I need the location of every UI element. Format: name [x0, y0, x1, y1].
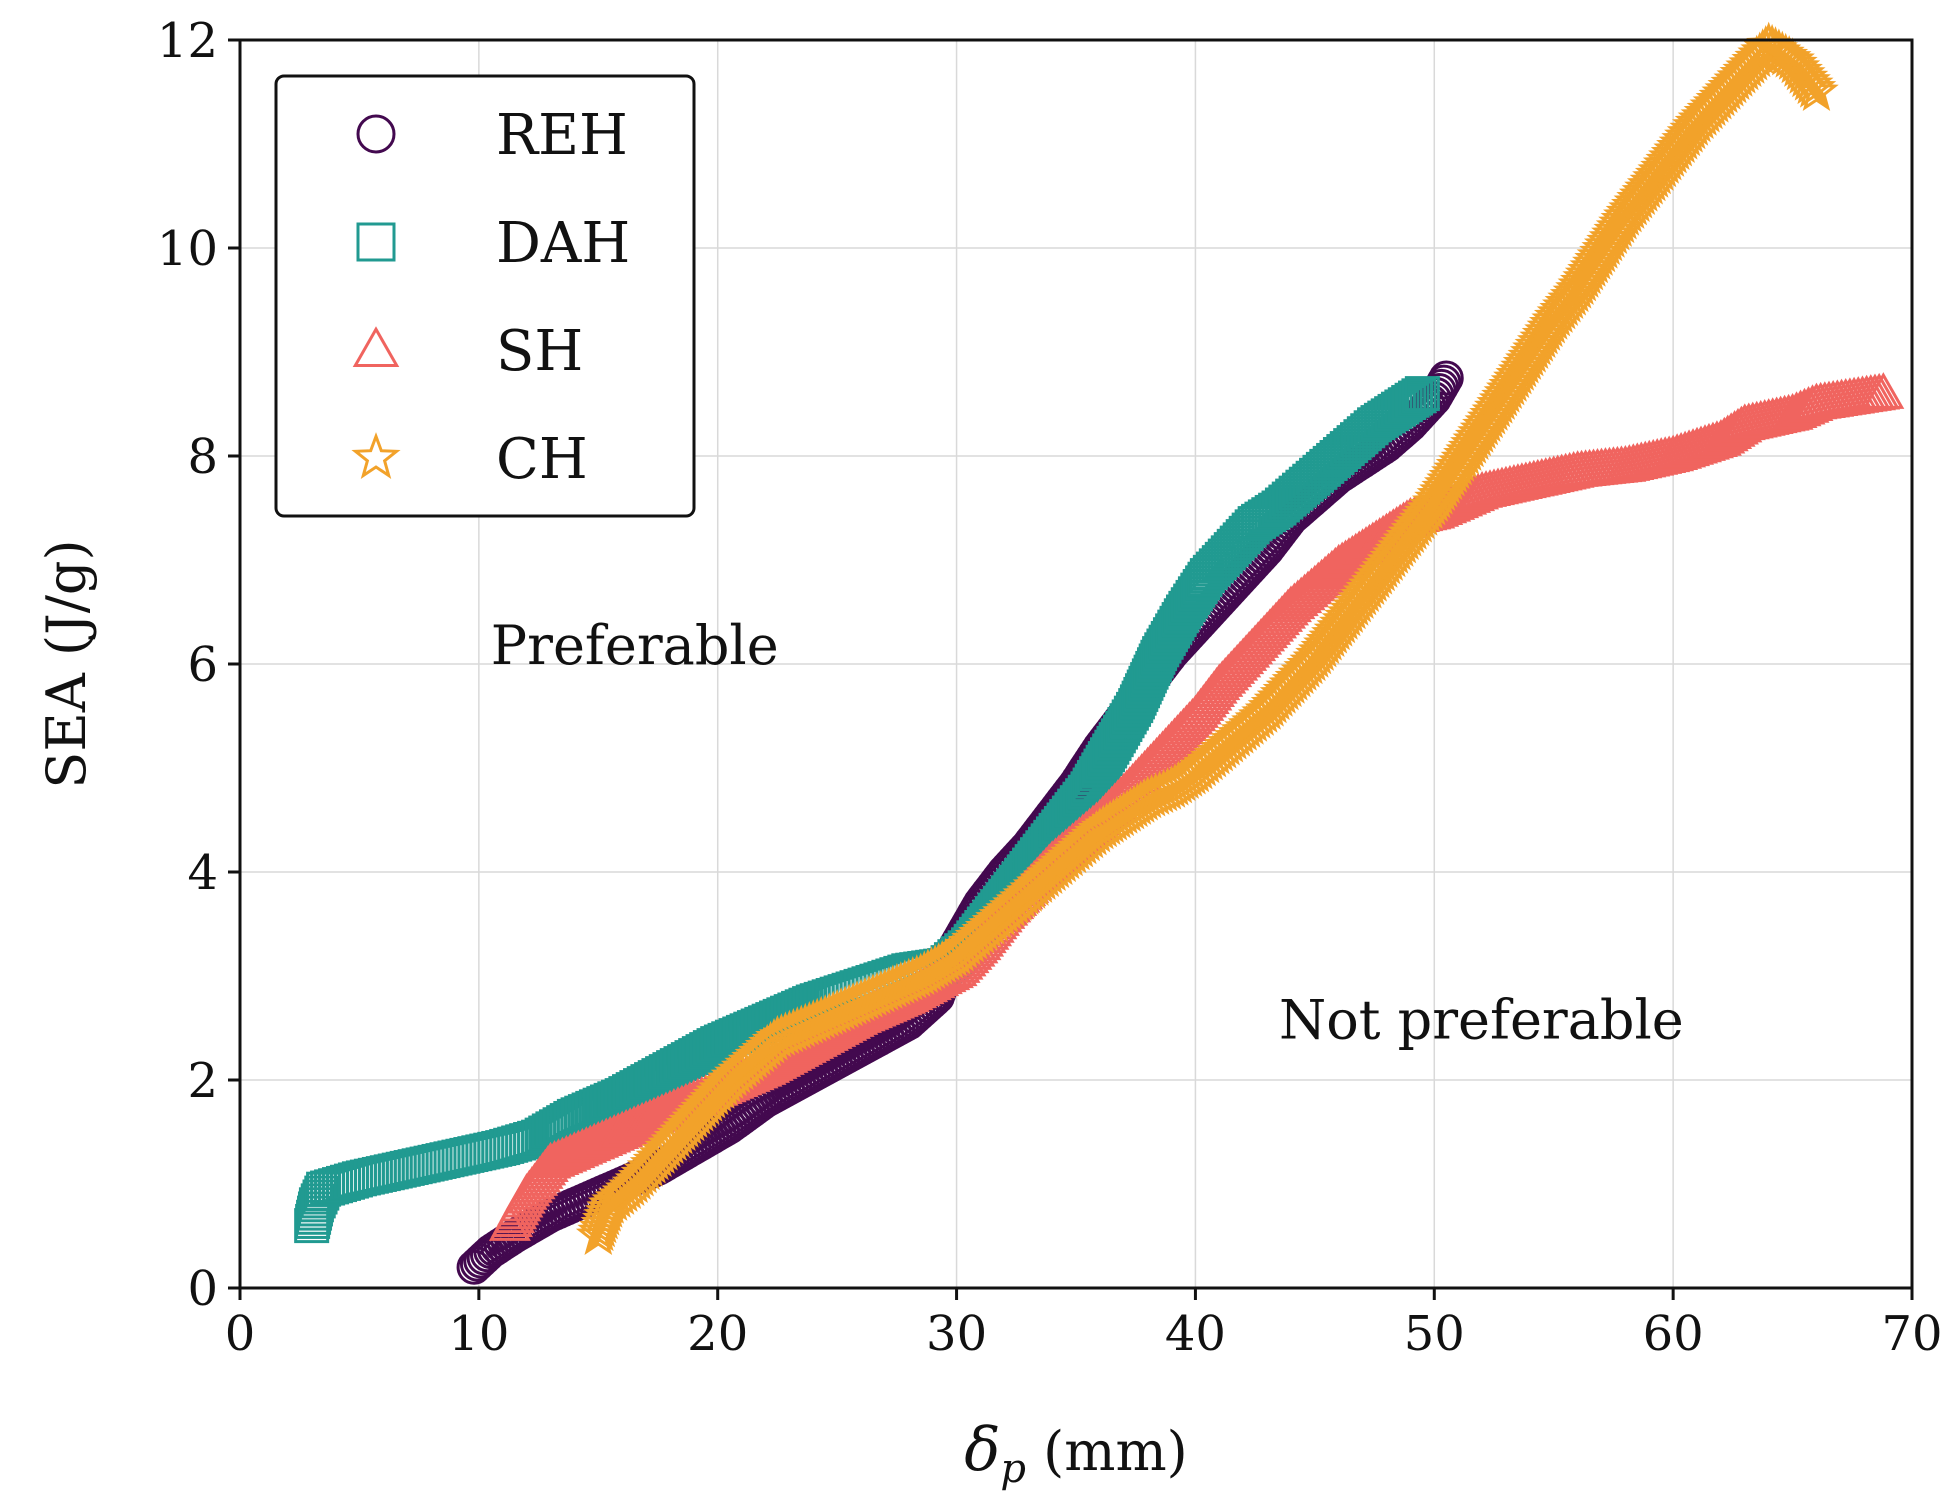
data-point [1404, 376, 1440, 412]
legend-entry-sh: SH [352, 319, 583, 384]
legend-marker [351, 432, 401, 480]
legend-box [274, 74, 696, 518]
legend-entry-reh: REH [356, 103, 628, 168]
x-tick-label: 70 [1881, 1306, 1942, 1362]
annotation-not-preferable: Not preferable [1279, 988, 1684, 1051]
legend-entry-dah: DAH [356, 211, 630, 276]
legend-entry-ch: CH [351, 427, 588, 492]
data-point-fill [1401, 378, 1437, 414]
series-ch [575, 21, 1839, 1255]
x-tick-label: 20 [687, 1306, 748, 1362]
data-point-fill [1788, 61, 1834, 105]
data-point-fill [1398, 380, 1434, 416]
data-point-fill [1394, 382, 1430, 418]
y-tick-label: 0 [187, 1261, 218, 1317]
x-axis-title: δp (mm) [964, 1415, 1187, 1492]
data-point [1862, 372, 1905, 409]
data-marks [294, 21, 1905, 1285]
legend-label: SH [496, 319, 583, 384]
data-point-fill [1786, 58, 1831, 101]
y-tick-label: 6 [187, 637, 218, 693]
y-tick-label: 8 [187, 429, 218, 485]
data-point-fill [1791, 64, 1837, 108]
x-tick-label: 0 [225, 1306, 256, 1362]
y-tick-label: 10 [157, 221, 218, 277]
y-tick-label: 2 [187, 1053, 218, 1109]
data-point [1794, 68, 1839, 111]
x-axis-unit: (mm) [1026, 1420, 1188, 1483]
x-tick-label: 50 [1404, 1306, 1465, 1362]
legend-marker [356, 222, 396, 262]
x-tick-label: 40 [1165, 1306, 1226, 1362]
x-axis-symbol: δ [964, 1415, 1000, 1485]
y-tick-label: 12 [157, 13, 218, 69]
x-tick-label: 30 [926, 1306, 987, 1362]
x-axis-subscript: p [1000, 1446, 1026, 1492]
legend-label: CH [496, 427, 588, 492]
legend-label: REH [496, 103, 628, 168]
x-tick-label: 10 [448, 1306, 509, 1362]
data-point-fill [1391, 385, 1427, 421]
axis-ticks: 0 10 20 30 40 50 60 70 0 2 4 6 8 10 12 [157, 13, 1943, 1362]
legend-marker [352, 326, 400, 368]
legend: REH DAH SH CH [274, 74, 696, 518]
annotation-preferable: Preferable [491, 614, 779, 677]
legend-label: DAH [496, 211, 630, 276]
y-axis-title: SEA (J/g) [35, 539, 98, 788]
data-point-fill [1783, 387, 1826, 425]
data-point-fill [304, 1175, 340, 1211]
y-tick-label: 4 [187, 845, 218, 901]
legend-marker [356, 114, 396, 154]
x-tick-label: 60 [1643, 1306, 1704, 1362]
